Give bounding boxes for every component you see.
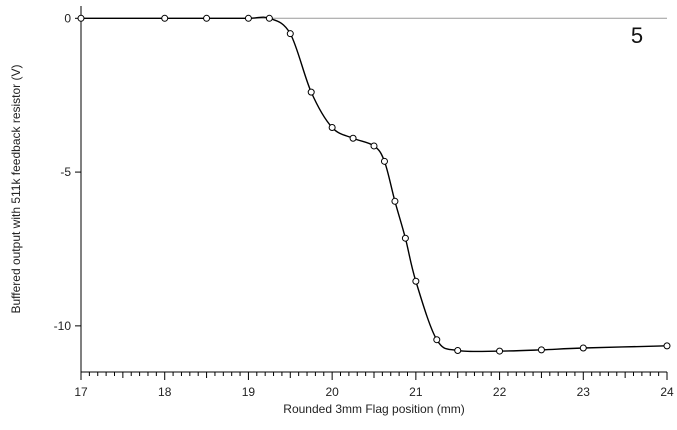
data-point — [496, 347, 504, 355]
data-point — [579, 344, 587, 352]
data-point — [328, 123, 336, 131]
x-tick-label: 19 — [242, 385, 256, 399]
x-tick-label: 24 — [660, 385, 674, 399]
data-point — [663, 342, 671, 350]
x-tick-label: 20 — [325, 385, 339, 399]
x-tick-label: 21 — [409, 385, 423, 399]
data-point — [412, 277, 420, 285]
data-point — [370, 142, 378, 150]
data-point — [391, 197, 399, 205]
series-line — [81, 16, 668, 353]
y-axis-label: Buffered output with 511k feedback resis… — [9, 64, 23, 313]
x-tick-label: 22 — [493, 385, 507, 399]
x-tick-label: 18 — [158, 385, 172, 399]
y-tick-label: 0 — [64, 11, 71, 25]
data-point — [349, 134, 357, 142]
y-tick-label: -10 — [54, 319, 72, 333]
x-axis: 17 18 19 20 21 22 23 24 — [74, 371, 674, 399]
data-point — [401, 234, 409, 242]
x-tick-label: 23 — [577, 385, 591, 399]
data-point — [307, 88, 315, 96]
data-point — [537, 346, 545, 354]
y-axis: 0 -5 -10 — [54, 6, 82, 372]
x-axis-label: Rounded 3mm Flag position (mm) — [283, 402, 464, 416]
series-layer — [77, 14, 671, 355]
data-point — [265, 14, 273, 22]
data-point — [433, 336, 441, 344]
panel-label: 5 — [631, 23, 643, 48]
data-point — [380, 157, 388, 165]
data-point — [161, 14, 169, 22]
data-point — [203, 14, 211, 22]
data-point — [244, 14, 252, 22]
x-tick-label: 17 — [74, 385, 88, 399]
y-tick-label: -5 — [60, 165, 71, 179]
data-point — [77, 14, 85, 22]
data-point — [286, 30, 294, 38]
data-point — [454, 346, 462, 354]
